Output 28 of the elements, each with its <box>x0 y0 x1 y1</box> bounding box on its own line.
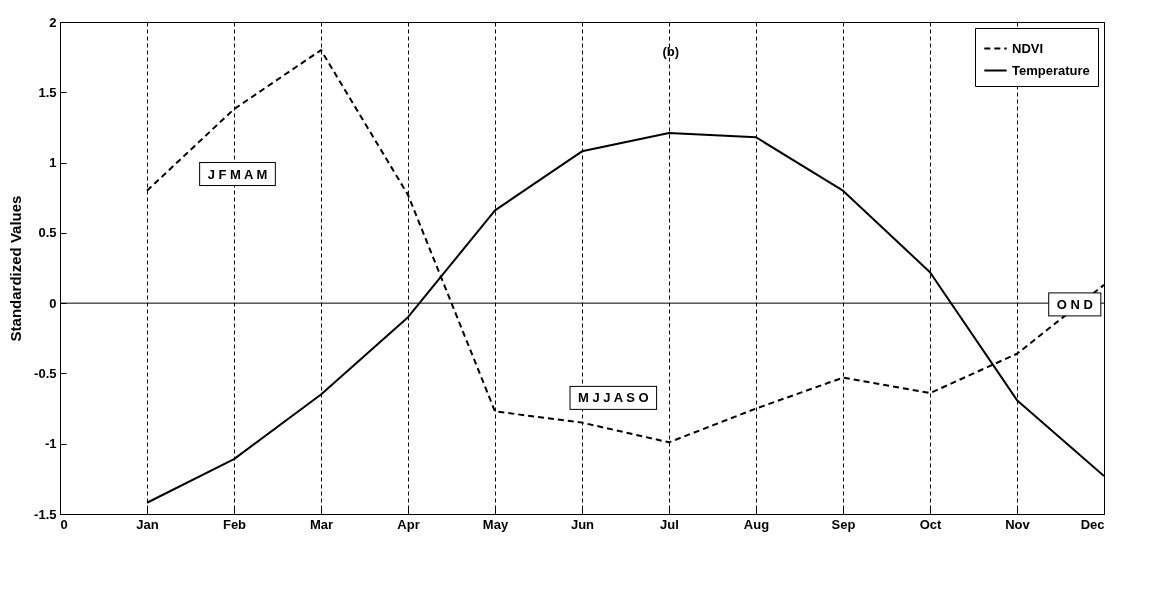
y-tick-label: 1 <box>49 155 57 171</box>
y-tick-label: 0.5 <box>38 225 57 241</box>
x-tick-label: Jul <box>660 516 679 532</box>
annotation: J F M A M <box>207 166 268 182</box>
annotation: M J J A S O <box>578 390 649 406</box>
y-axis-title: Standardized Values <box>7 195 25 342</box>
legend-label: NDVI <box>1012 40 1044 56</box>
x-tick-label: Apr <box>397 516 420 532</box>
x-tick-label: Nov <box>1005 516 1031 532</box>
x-tick-label: Jun <box>570 516 595 532</box>
x-tick-label: Sep <box>831 516 856 532</box>
x-tick-label: Feb <box>222 516 247 532</box>
y-tick-label: -1 <box>44 436 57 452</box>
annotation: (b) <box>662 43 680 59</box>
y-tick-label: -1.5 <box>34 506 57 522</box>
y-tick-label: 1.5 <box>38 84 57 100</box>
x-tick-label: Jan <box>136 516 159 532</box>
x-tick-label: May <box>482 516 509 532</box>
x-tick-label: Aug <box>743 516 770 532</box>
x-tick-label: Oct <box>919 516 943 532</box>
annotation: O N D <box>1056 296 1093 312</box>
y-tick-label: 2 <box>49 14 57 30</box>
x-tick-label: Mar <box>309 516 334 532</box>
y-tick-label: -0.5 <box>34 365 57 381</box>
x-tick-label: 0 <box>60 516 68 532</box>
legend-label: Temperature <box>1012 62 1090 78</box>
x-tick-label: Dec <box>1080 516 1105 532</box>
y-tick-label: 0 <box>49 295 57 311</box>
